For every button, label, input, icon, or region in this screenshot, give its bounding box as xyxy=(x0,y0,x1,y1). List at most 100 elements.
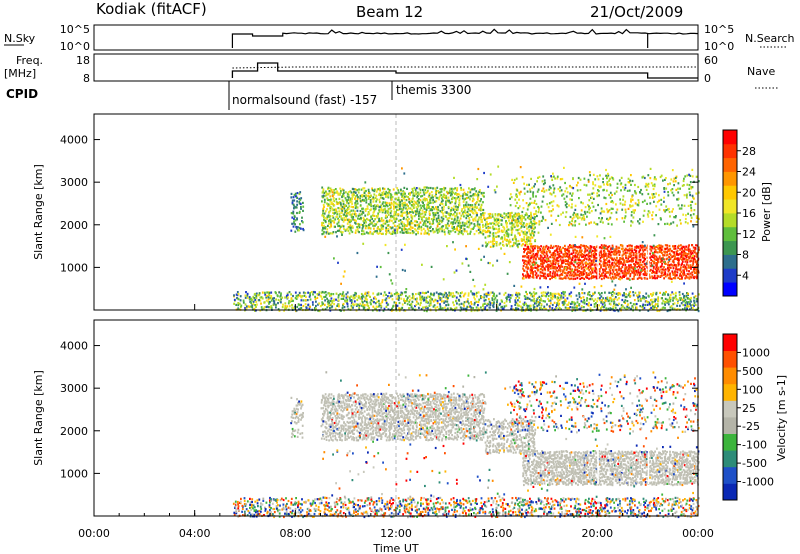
scatter-cell xyxy=(490,291,493,294)
scatter-cell xyxy=(485,217,488,220)
scatter-cell xyxy=(341,233,343,236)
scatter-cell xyxy=(411,222,414,225)
scatter-cell xyxy=(540,268,543,271)
scatter-cell xyxy=(516,295,519,298)
scatter-cell xyxy=(574,302,577,305)
scatter-cell xyxy=(326,202,328,205)
scatter-cell xyxy=(442,199,444,202)
scatter-cell xyxy=(336,222,339,225)
scatter-cell xyxy=(585,223,587,226)
scatter-cell xyxy=(292,212,295,215)
scatter-cell xyxy=(336,229,339,232)
scatter-cell xyxy=(444,306,446,309)
scatter-cell xyxy=(589,309,592,312)
scatter-cell xyxy=(589,254,591,258)
scatter-cell xyxy=(349,299,352,302)
scatter-cell xyxy=(526,183,528,186)
scatter-cell xyxy=(610,200,612,203)
scatter-cell xyxy=(356,189,359,192)
scatter-cell xyxy=(409,211,411,214)
scatter-cell xyxy=(475,190,478,193)
scatter-cell xyxy=(621,262,624,265)
scatter-cell xyxy=(631,244,633,247)
scatter-cell xyxy=(360,295,363,299)
scatter-cell xyxy=(283,309,285,312)
scatter-cell xyxy=(635,302,638,306)
scatter-cell xyxy=(379,304,382,307)
scatter-cell xyxy=(696,260,699,263)
scatter-cell xyxy=(355,200,357,203)
scatter-cell xyxy=(503,228,506,231)
scatter-cell xyxy=(374,205,377,209)
scatter-cell xyxy=(414,228,416,231)
scatter-cell xyxy=(424,231,427,234)
scatter-cell xyxy=(526,275,529,278)
scatter-cell xyxy=(581,253,583,256)
scatter-cell xyxy=(238,302,241,305)
scatter-cell xyxy=(555,248,558,251)
scatter-cell xyxy=(237,298,240,301)
scatter-cell xyxy=(470,308,473,311)
scatter-cell xyxy=(485,292,488,295)
scatter-cell xyxy=(357,214,360,217)
scatter-cell xyxy=(360,188,363,191)
scatter-cell xyxy=(611,193,613,197)
scatter-cell xyxy=(573,301,575,304)
scatter-cell xyxy=(469,305,472,308)
scatter-cell xyxy=(576,214,579,217)
scatter-cell xyxy=(589,307,592,310)
scatter-cell xyxy=(579,254,581,257)
scatter-cell xyxy=(673,216,675,219)
scatter-cell xyxy=(396,291,398,294)
scatter-cell xyxy=(523,235,526,238)
scatter-cell xyxy=(319,305,322,308)
scatter-cell xyxy=(309,292,311,295)
scatter-cell xyxy=(679,252,682,255)
scatter-cell xyxy=(390,309,393,312)
scatter-cell xyxy=(551,307,554,310)
scatter-cell xyxy=(684,254,687,257)
scatter-cell xyxy=(365,224,368,228)
scatter-cell xyxy=(524,218,527,221)
scatter-cell xyxy=(457,196,460,199)
scatter-cell xyxy=(522,267,524,270)
scatter-cell xyxy=(659,175,662,179)
scatter-cell xyxy=(440,221,443,224)
scatter-cell xyxy=(528,258,531,261)
scatter-cell xyxy=(668,210,671,214)
scatter-cell xyxy=(412,205,415,208)
scatter-cell xyxy=(491,297,494,300)
scatter-cell xyxy=(618,265,620,268)
scatter-cell xyxy=(657,247,660,250)
scatter-cell xyxy=(542,249,545,252)
scatter-cell xyxy=(428,192,431,195)
scatter-cell xyxy=(406,215,409,218)
scatter-cell xyxy=(372,224,374,227)
scatter-cell xyxy=(605,252,607,255)
scatter-cell xyxy=(593,249,595,252)
scatter-cell xyxy=(682,274,685,277)
scatter-cell xyxy=(525,233,528,236)
scatter-cell xyxy=(562,303,565,306)
scatter-cell xyxy=(649,196,651,199)
scatter-cell xyxy=(381,211,384,214)
scatter-cell xyxy=(441,188,443,191)
scatter-cell xyxy=(686,302,689,306)
scatter-cell xyxy=(574,220,577,223)
scatter-cell xyxy=(554,177,556,180)
scatter-cell xyxy=(489,240,492,243)
scatter-cell xyxy=(583,259,585,262)
scatter-cell xyxy=(441,197,443,200)
scatter-cell xyxy=(683,271,685,274)
scatter-cell xyxy=(572,254,575,258)
scatter-cell xyxy=(361,227,364,230)
scatter-cell xyxy=(331,207,334,210)
scatter-cell xyxy=(421,263,423,266)
scatter-cell xyxy=(554,273,556,276)
scatter-cell xyxy=(626,245,629,248)
scatter-cell xyxy=(443,301,446,304)
scatter-cell xyxy=(554,259,557,262)
scatter-cell xyxy=(443,293,446,296)
scatter-cell xyxy=(371,214,374,217)
scatter-cell xyxy=(478,200,481,203)
